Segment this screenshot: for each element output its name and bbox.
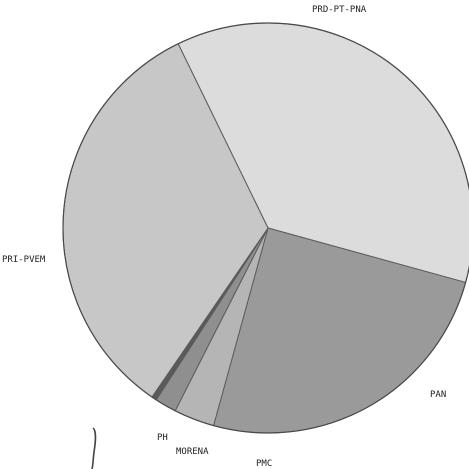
labels-layer: PRD-PT-PNA PAN PMC MORENA PH PRI-PVEM [2, 5, 446, 469]
pie-slice-label-4: PH [157, 433, 168, 443]
pie-slice-label-0: PRD-PT-PNA [312, 5, 367, 15]
pie-slice-label-5: PRI-PVEM [2, 255, 46, 265]
pie-outline [62, 22, 469, 434]
pie-slice-label-1: PAN [430, 390, 446, 400]
scribble-mark [91, 427, 97, 469]
pie-slice-label-2: PMC [256, 459, 272, 469]
slices-layer [62, 22, 469, 434]
pie-slice-label-3: MORENA [176, 447, 209, 457]
